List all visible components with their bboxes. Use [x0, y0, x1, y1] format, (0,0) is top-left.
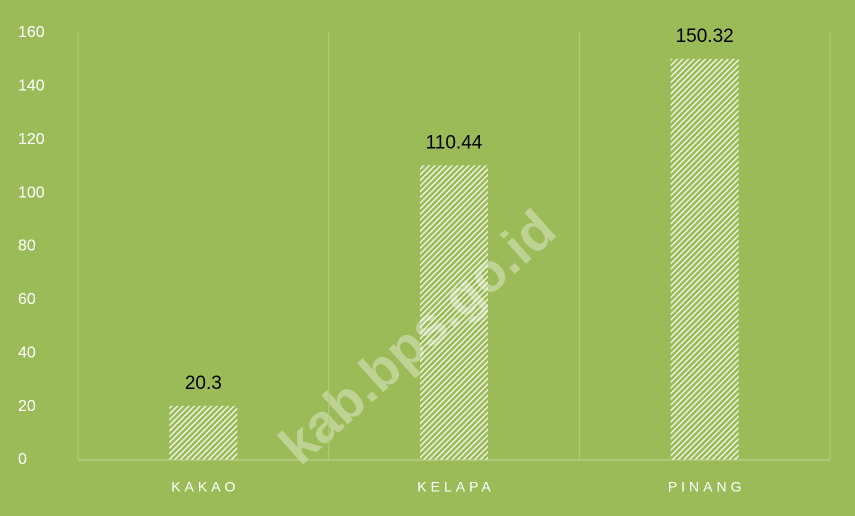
- y-tick-label: 40: [18, 344, 36, 361]
- data-label: 150.32: [676, 26, 734, 47]
- x-tick-label: PINANG: [668, 479, 746, 495]
- y-tick-label: 100: [18, 184, 45, 201]
- y-tick-label: 0: [18, 451, 27, 468]
- y-tick-label: 80: [18, 238, 36, 255]
- y-tick-label: 20: [18, 398, 36, 415]
- x-tick-label: KAKAO: [171, 479, 239, 495]
- bar: [670, 58, 739, 461]
- y-tick-label: 140: [18, 78, 45, 95]
- y-tick-label: 60: [18, 291, 36, 308]
- bar: [420, 165, 488, 460]
- y-tick-label: 120: [18, 131, 45, 148]
- data-label: 20.3: [185, 373, 222, 394]
- watermark: kab.bps.go.id: [268, 198, 567, 475]
- x-tick-label: KELAPA: [417, 479, 494, 495]
- y-tick-label: 160: [18, 24, 45, 41]
- data-label: 110.44: [426, 132, 483, 153]
- bar: [169, 405, 238, 460]
